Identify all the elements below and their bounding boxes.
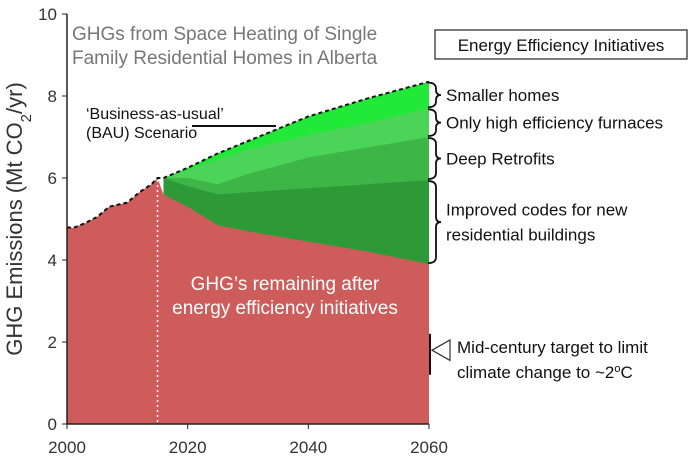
legend-title: Energy Efficiency Initiatives [458,36,665,55]
x-tick-label: 2040 [289,438,327,457]
bau-label-line: ‘Business-as-usual’ [86,106,224,123]
y-tick-label: 10 [38,5,57,24]
remaining-label-line: energy efficiency initiatives [172,298,398,319]
legend: Energy Efficiency Initiatives Smaller hom… [427,29,688,382]
chart-overlays: GHGs from Space Heating of Single Family … [66,24,430,424]
legend-brace [427,137,442,180]
target-label-line: climate change to ~2oC [457,363,633,382]
legend-label-line: Only high efficiency furnaces [446,114,663,133]
y-axis-label-main: GHG Emissions (Mt CO [2,122,27,355]
target-label-part: climate change to ~2 [457,363,614,382]
x-tick-label: 2000 [48,438,86,457]
y-tick-label: 0 [48,415,57,434]
legend-label-line: Smaller homes [446,86,559,105]
y-tick-label: 4 [48,251,57,270]
y-tick-label: 2 [48,333,57,352]
target-label-line: Mid-century target to limit [457,338,648,357]
chart-title-line: GHGs from Space Heating of Single [72,24,377,45]
legend-label-line: Improved codes for new [446,201,628,220]
legend-brace [427,180,442,264]
legend-label-line: Deep Retrofits [446,150,555,169]
chart-title-line: Family Residential Homes in Alberta [72,48,378,69]
legend-brace [427,81,442,109]
y-axis-label-end: /yr) [2,82,27,114]
legend-brace [427,108,442,137]
x-tick-label: 2020 [169,438,207,457]
y-axis-label: GHG Emissions (Mt CO2/yr) [2,82,35,356]
x-tick-label: 2060 [410,438,448,457]
legend-title-box [434,29,688,60]
bau-label-line: (BAU) Scenario [86,125,197,142]
legend-label-line: residential buildings [446,226,595,245]
target-superscript: o [614,363,620,375]
axes: 0 2 4 6 8 10 2000 2020 2040 2060 GHG Emissions (Mt… [2,5,448,457]
y-axis-label-sub: 2 [18,114,35,122]
area-remaining-emissions [67,178,429,424]
y-tick-label: 8 [48,87,57,106]
bau-line [66,80,430,230]
stacked-areas [67,81,429,425]
remaining-label-line: GHG’s remaining after [191,274,380,295]
target-label-part: C [620,363,632,382]
y-tick-label: 6 [48,169,57,188]
target-arrow-icon [430,338,451,362]
